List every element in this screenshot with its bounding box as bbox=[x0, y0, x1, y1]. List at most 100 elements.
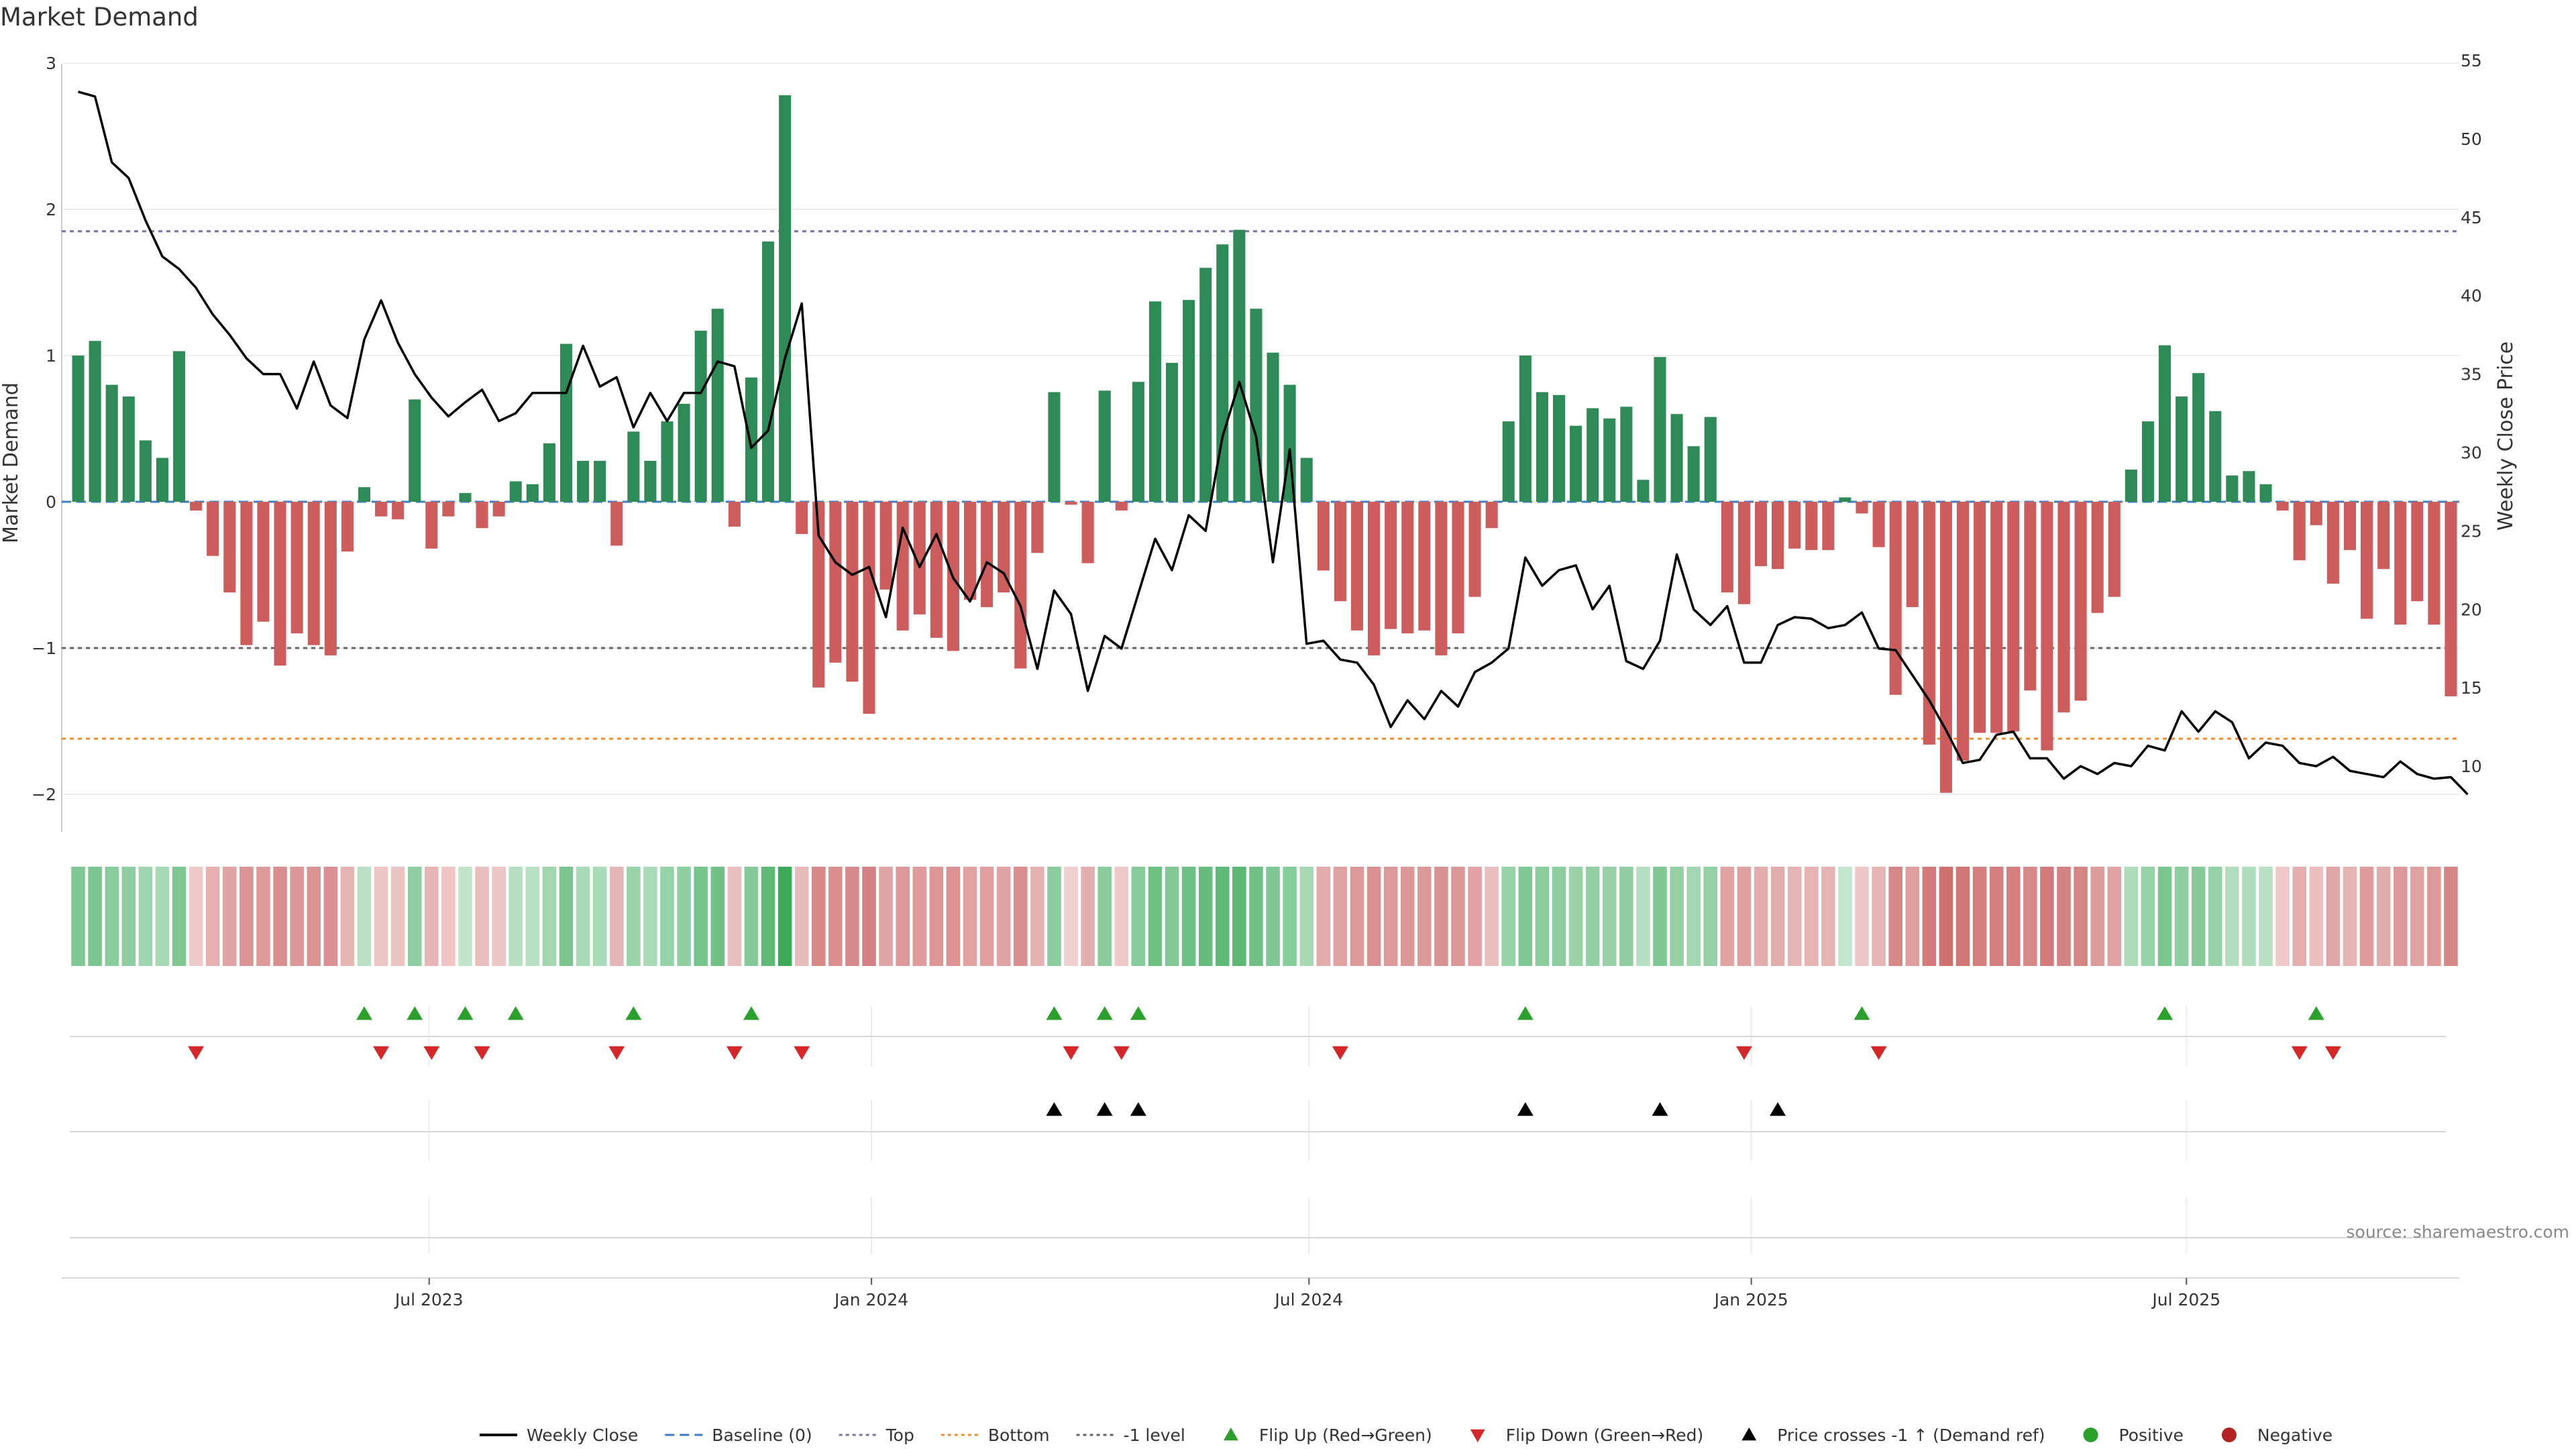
heat-cell bbox=[1299, 867, 1313, 966]
demand-bar bbox=[307, 502, 320, 645]
demand-bar bbox=[1772, 502, 1784, 570]
x-tick-label: Jul 2023 bbox=[394, 1290, 464, 1309]
heat-cell bbox=[1047, 867, 1061, 966]
demand-bar bbox=[1788, 502, 1801, 549]
heat-cell bbox=[912, 867, 927, 966]
heat-cell bbox=[2376, 867, 2391, 966]
legend-label: Baseline (0) bbox=[712, 1426, 812, 1445]
heat-cell bbox=[1198, 867, 1213, 966]
x-tick-label: Jan 2025 bbox=[1713, 1290, 1788, 1309]
demand-bar bbox=[223, 502, 236, 593]
demand-bar bbox=[577, 460, 590, 502]
chart-title: Market Demand bbox=[0, 3, 199, 32]
demand-bar bbox=[2007, 502, 2020, 732]
y-right-tick-label: 15 bbox=[2461, 678, 2482, 698]
weekly-close-line bbox=[78, 91, 2469, 796]
demand-bar bbox=[1048, 392, 1061, 502]
demand-bar bbox=[459, 492, 472, 502]
heat-cell bbox=[2107, 867, 2122, 966]
demand-bar bbox=[1334, 502, 1346, 602]
heat-cell bbox=[71, 867, 85, 966]
demand-bar bbox=[2024, 502, 2037, 691]
heat-cell bbox=[340, 867, 355, 966]
demand-bar bbox=[1014, 502, 1027, 669]
flip-up-marker bbox=[2157, 1006, 2174, 1020]
heat-cell bbox=[458, 867, 472, 966]
heat-cell bbox=[761, 867, 775, 966]
demand-bar bbox=[1300, 458, 1313, 502]
demand-bar bbox=[1502, 421, 1515, 502]
demand-bar bbox=[2125, 470, 2137, 502]
heat-cell bbox=[1602, 867, 1617, 966]
demand-bar bbox=[2377, 502, 2390, 570]
demand-bar bbox=[324, 502, 337, 655]
heat-cell bbox=[2124, 867, 2139, 966]
heat-cell bbox=[1081, 867, 1095, 966]
demand-bar bbox=[543, 443, 555, 502]
demand-bar bbox=[796, 502, 808, 534]
demand-bar bbox=[2259, 484, 2272, 502]
heat-cell bbox=[1552, 867, 1566, 966]
demand-bar bbox=[998, 502, 1010, 593]
heat-cell bbox=[2259, 867, 2273, 966]
legend-swatch bbox=[1741, 1428, 1757, 1441]
heat-cell bbox=[828, 867, 843, 966]
demand-heat-strip bbox=[71, 867, 2458, 966]
demand-bar bbox=[1148, 301, 1161, 502]
y-right-tick-label: 45 bbox=[2461, 208, 2482, 227]
demand-bar bbox=[1570, 425, 1582, 502]
demand-bar bbox=[1368, 502, 1381, 655]
demand-bar bbox=[1620, 407, 1633, 502]
heat-cell bbox=[896, 867, 910, 966]
heat-cell bbox=[239, 867, 254, 966]
demand-bar bbox=[930, 502, 943, 638]
demand-bar bbox=[1216, 244, 1229, 502]
heat-cell bbox=[1131, 867, 1146, 966]
heat-cell bbox=[492, 867, 506, 966]
x-tick-label: Jan 2024 bbox=[833, 1290, 908, 1309]
demand-bar bbox=[375, 502, 388, 517]
demand-bar bbox=[2411, 502, 2424, 602]
demand-bar bbox=[1485, 502, 1498, 529]
heat-cell bbox=[2057, 867, 2071, 966]
heat-cell bbox=[1787, 867, 1802, 966]
demand-bar bbox=[644, 460, 657, 502]
legend-item: Price crosses -1 ↑ (Demand ref) bbox=[1741, 1426, 2045, 1445]
flip-up-marker bbox=[457, 1006, 474, 1020]
demand-bar bbox=[1468, 502, 1481, 597]
heat-cell bbox=[2343, 867, 2357, 966]
flip-down-marker bbox=[423, 1046, 440, 1060]
heat-cell bbox=[2410, 867, 2424, 966]
heat-cell bbox=[2023, 867, 2037, 966]
price-cross-marker bbox=[1096, 1102, 1113, 1116]
demand-bar bbox=[2141, 421, 2154, 502]
legend-label: Flip Up (Red→Green) bbox=[1259, 1426, 1432, 1445]
heat-cell bbox=[1485, 867, 1499, 966]
demand-bar bbox=[1031, 502, 1044, 553]
demand-bar bbox=[2091, 502, 2104, 613]
demand-bar bbox=[1536, 392, 1548, 502]
heat-cell bbox=[441, 867, 455, 966]
demand-bar bbox=[509, 481, 522, 502]
y-right-tick-label: 20 bbox=[2461, 600, 2482, 619]
heat-cell bbox=[323, 867, 338, 966]
demand-bar bbox=[1956, 502, 1970, 761]
flip-up-marker bbox=[1096, 1006, 1113, 1020]
demand-bar bbox=[610, 502, 623, 546]
heat-cell bbox=[1316, 867, 1331, 966]
heat-cell bbox=[155, 867, 170, 966]
demand-bar bbox=[1233, 229, 1246, 502]
demand-bar bbox=[2226, 475, 2239, 502]
demand-bar bbox=[139, 440, 152, 502]
legend-item: Baseline (0) bbox=[665, 1426, 812, 1445]
signal-markers bbox=[188, 1006, 2341, 1116]
demand-bar bbox=[1452, 502, 1464, 634]
heat-cell bbox=[1568, 867, 1583, 966]
heat-cell bbox=[390, 867, 405, 966]
heat-cell bbox=[2292, 867, 2306, 966]
demand-bar bbox=[2041, 502, 2053, 751]
heat-cell bbox=[1181, 867, 1196, 966]
flip-up-marker bbox=[1046, 1006, 1063, 1020]
demand-bar bbox=[1385, 502, 1397, 629]
demand-bar bbox=[745, 377, 757, 502]
